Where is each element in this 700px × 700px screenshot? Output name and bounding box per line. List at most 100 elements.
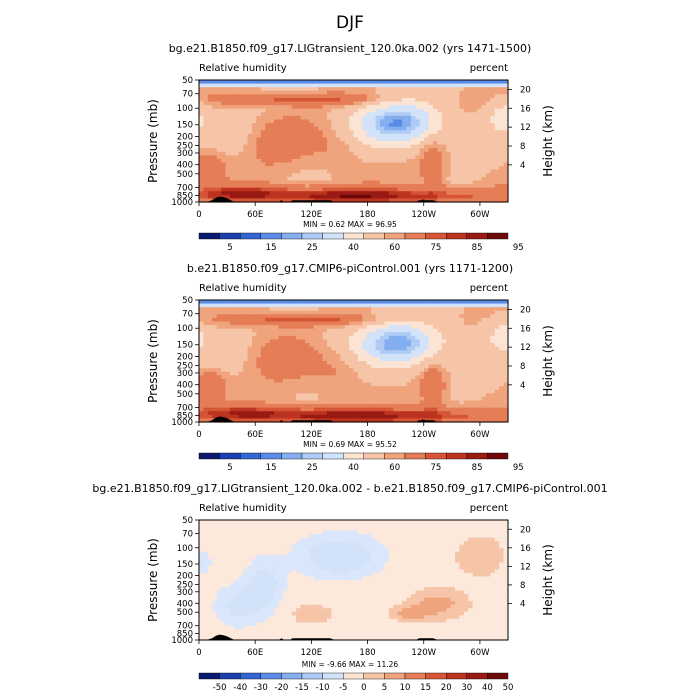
field-cell <box>282 191 288 196</box>
field-cell <box>199 418 205 423</box>
field-cell <box>203 166 209 171</box>
field-cell <box>388 97 394 103</box>
field-cell <box>225 87 231 92</box>
field-cell <box>318 83 324 88</box>
field-cell <box>432 332 438 337</box>
field-cell <box>221 173 227 178</box>
field-cell <box>441 176 447 182</box>
field-cell <box>269 386 275 391</box>
field-cell <box>477 343 483 348</box>
field-cell <box>274 133 280 139</box>
field-cell <box>450 314 456 319</box>
field-cell <box>397 166 403 171</box>
field-cell <box>199 361 205 366</box>
field-cell <box>203 151 209 156</box>
field-cell <box>247 389 253 394</box>
field-cell <box>322 357 328 362</box>
field-cell <box>441 194 447 200</box>
field-cell <box>207 361 213 366</box>
field-cell <box>349 335 355 341</box>
field-cell <box>490 105 496 110</box>
field-cell <box>265 176 271 182</box>
field-cell <box>344 187 350 192</box>
field-cell <box>291 101 297 106</box>
field-cell <box>468 396 474 402</box>
field-cell <box>291 343 297 348</box>
field-cell <box>503 144 509 149</box>
field-cell <box>212 108 218 113</box>
field-cell <box>349 378 355 384</box>
field-cell <box>353 332 359 337</box>
field-cell <box>410 371 416 376</box>
field-cell <box>212 90 218 95</box>
field-cell <box>494 126 500 131</box>
field-cell <box>503 137 509 142</box>
field-cell <box>238 346 244 351</box>
field-cell <box>477 332 483 337</box>
field-cell <box>366 339 372 344</box>
field-cell <box>503 325 509 330</box>
panel-title: bg.e21.B1850.f09_g17.LIGtransient_120.0k… <box>92 482 607 495</box>
field-cell <box>287 321 293 326</box>
field-cell <box>402 187 408 192</box>
field-cell <box>379 80 385 85</box>
field-cell <box>309 300 315 305</box>
field-cell <box>234 343 240 348</box>
field-cell <box>371 83 377 88</box>
field-cell <box>251 310 257 315</box>
field-cell <box>322 325 328 330</box>
field-cell <box>287 194 293 200</box>
field-cell <box>282 375 288 380</box>
field-cell <box>459 346 465 351</box>
field-cell <box>243 343 249 348</box>
field-cell <box>494 133 500 139</box>
field-cell <box>199 166 205 171</box>
field-cell <box>494 364 500 369</box>
field-cell <box>251 148 257 153</box>
field-cell <box>375 350 381 355</box>
field-cell <box>441 353 447 359</box>
field-cell <box>481 130 487 135</box>
field-cell <box>437 350 443 355</box>
field-cell <box>296 166 302 171</box>
field-cell <box>318 80 324 85</box>
field-cell <box>397 418 403 423</box>
field-cell <box>349 108 355 113</box>
field-cell <box>260 389 266 394</box>
field-cell <box>309 169 315 174</box>
field-cell <box>269 411 275 416</box>
field-cell <box>410 187 416 192</box>
field-cell <box>424 166 430 171</box>
field-cell <box>490 418 496 423</box>
field-cell <box>406 94 412 99</box>
field-cell <box>203 368 209 373</box>
field-cell <box>340 130 346 135</box>
field-cell <box>212 314 218 319</box>
field-cell <box>415 310 421 315</box>
field-cell <box>379 133 385 139</box>
field-cell <box>304 97 310 103</box>
field-cell <box>274 371 280 376</box>
field-cell <box>278 101 284 106</box>
field-cell <box>256 169 262 174</box>
field-cell <box>229 386 235 391</box>
field-cell <box>251 386 257 391</box>
field-cell <box>419 321 425 326</box>
field-cell <box>203 105 209 110</box>
field-cell <box>309 307 315 312</box>
field-cell <box>406 310 412 315</box>
field-cell <box>463 148 469 153</box>
field-cell <box>278 194 284 200</box>
field-cell <box>485 364 491 369</box>
field-cell <box>287 307 293 312</box>
field-cell <box>349 191 355 196</box>
field-cell <box>419 300 425 305</box>
field-cell <box>472 414 478 420</box>
field-cell <box>415 166 421 171</box>
field-cell <box>225 133 231 139</box>
field-cell <box>212 310 218 315</box>
field-cell <box>468 133 474 139</box>
field-cell <box>274 112 280 117</box>
field-cell <box>322 151 328 156</box>
field-cell <box>287 198 293 203</box>
